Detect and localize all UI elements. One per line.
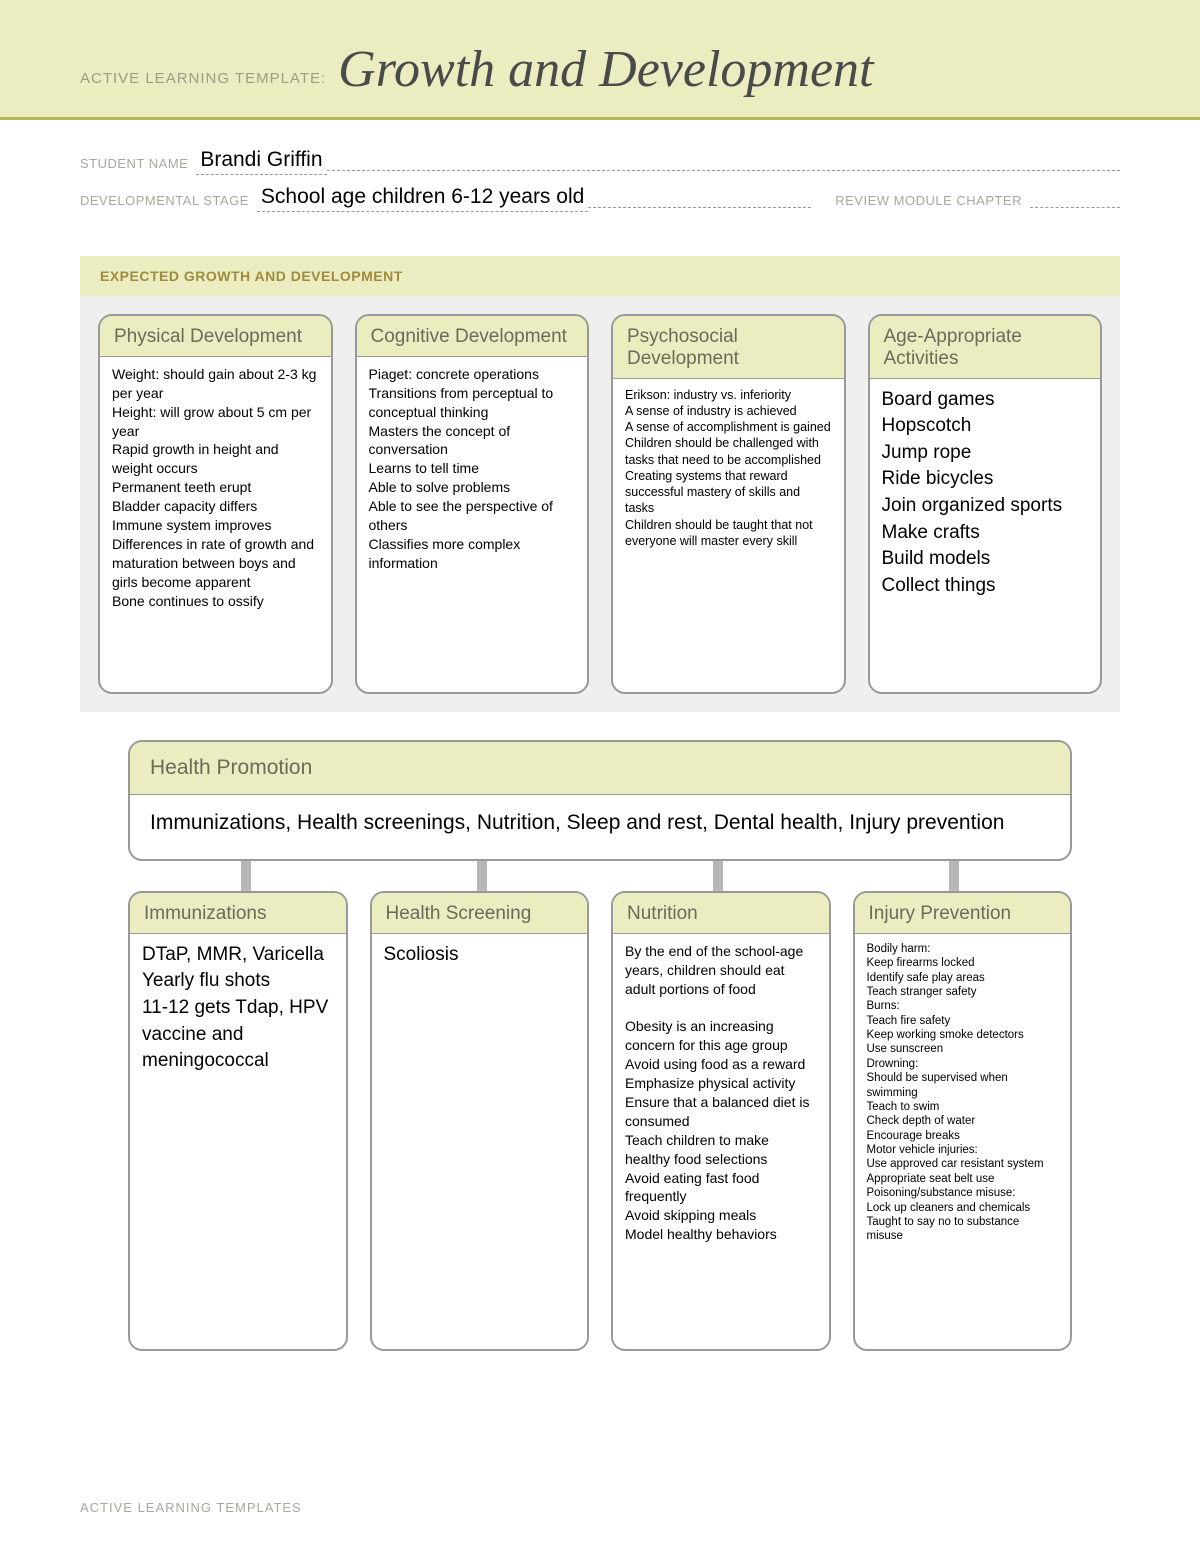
info-card: NutritionBy the end of the school-age ye… (611, 891, 831, 1351)
connector-bar (241, 861, 251, 891)
health-promotion-body: Immunizations, Health screenings, Nutrit… (130, 795, 1070, 859)
card-body: Erikson: industry vs. inferiority A sens… (613, 379, 844, 562)
fill-line (327, 170, 1121, 171)
card-body: Bodily harm: Keep firearms locked Identi… (855, 934, 1071, 1256)
fill-line (588, 207, 811, 208)
card-title: Health Screening (372, 893, 588, 934)
card-title: Physical Development (100, 316, 331, 357)
stage-value: School age children 6-12 years old (257, 185, 588, 212)
card-title: Psychosocial Development (613, 316, 844, 379)
card-title: Nutrition (613, 893, 829, 934)
student-name-value: Brandi Griffin (196, 148, 326, 175)
template-label: ACTIVE LEARNING TEMPLATE: (80, 70, 326, 99)
card-title: Cognitive Development (357, 316, 588, 357)
card-body: DTaP, MMR, Varicella Yearly flu shots 11… (130, 934, 346, 1087)
review-label: REVIEW MODULE CHAPTER (835, 193, 1022, 212)
card-title: Age-Appropriate Activities (870, 316, 1101, 379)
header-band: ACTIVE LEARNING TEMPLATE: Growth and Dev… (0, 0, 1200, 120)
card-body: Piaget: concrete operations Transitions … (357, 357, 588, 585)
health-promotion-wrap: Health Promotion Immunizations, Health s… (80, 712, 1120, 861)
content-area: STUDENT NAME Brandi Griffin DEVELOPMENTA… (0, 120, 1200, 1351)
card-row-bottom: ImmunizationsDTaP, MMR, Varicella Yearly… (80, 891, 1120, 1351)
health-promotion-title: Health Promotion (130, 742, 1070, 795)
student-name-label: STUDENT NAME (80, 156, 188, 175)
card-body: Board games Hopscotch Jump rope Ride bic… (870, 379, 1101, 612)
card-title: Immunizations (130, 893, 346, 934)
student-name-row: STUDENT NAME Brandi Griffin (80, 148, 1120, 175)
header-title: Growth and Development (338, 40, 873, 99)
card-body: By the end of the school-age years, chil… (613, 934, 829, 1256)
info-card: Psychosocial DevelopmentErikson: industr… (611, 314, 846, 694)
info-card: Cognitive DevelopmentPiaget: concrete op… (355, 314, 590, 694)
card-body: Scoliosis (372, 934, 588, 981)
short-line (1030, 207, 1120, 208)
stage-label: DEVELOPMENTAL STAGE (80, 193, 249, 212)
connector-bar (713, 861, 723, 891)
connectors (80, 861, 1120, 891)
info-card: Physical DevelopmentWeight: should gain … (98, 314, 333, 694)
card-title: Injury Prevention (855, 893, 1071, 934)
section-header: EXPECTED GROWTH AND DEVELOPMENT (80, 256, 1120, 296)
info-card: Age-Appropriate ActivitiesBoard games Ho… (868, 314, 1103, 694)
connector-bar (477, 861, 487, 891)
card-body: Weight: should gain about 2-3 kg per yea… (100, 357, 331, 623)
info-card: Injury PreventionBodily harm: Keep firea… (853, 891, 1073, 1351)
info-card: Health ScreeningScoliosis (370, 891, 590, 1351)
expected-growth-section: EXPECTED GROWTH AND DEVELOPMENT Physical… (80, 256, 1120, 712)
health-promotion-card: Health Promotion Immunizations, Health s… (128, 740, 1072, 861)
footer-label: ACTIVE LEARNING TEMPLATES (80, 1500, 302, 1515)
stage-row: DEVELOPMENTAL STAGE School age children … (80, 185, 1120, 212)
card-row-top: Physical DevelopmentWeight: should gain … (80, 296, 1120, 694)
connector-bar (949, 861, 959, 891)
info-card: ImmunizationsDTaP, MMR, Varicella Yearly… (128, 891, 348, 1351)
